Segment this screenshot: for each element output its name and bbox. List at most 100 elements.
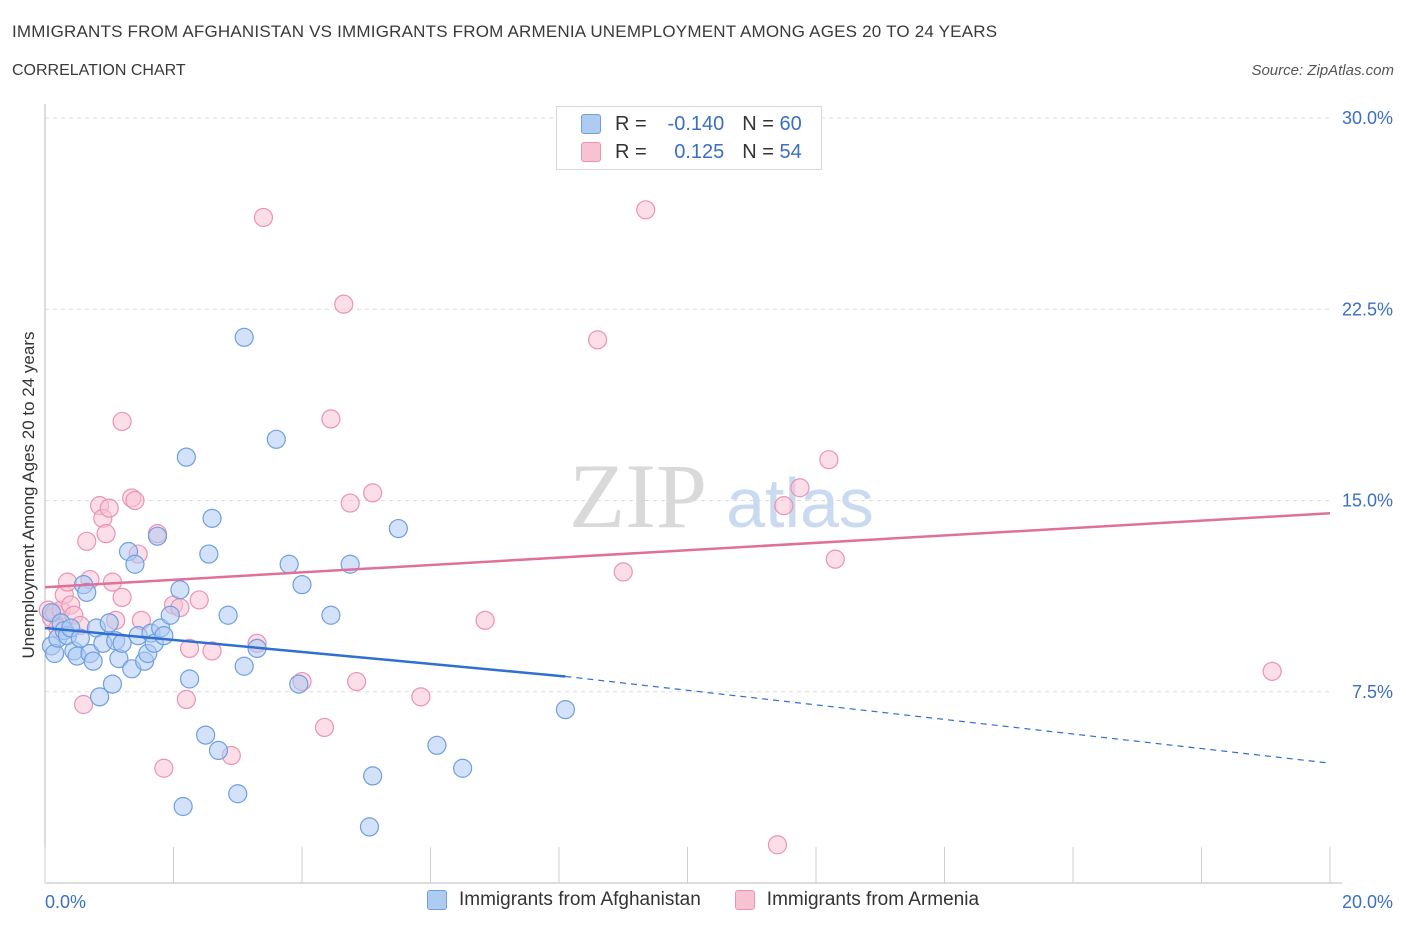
armenia-point: [340, 493, 360, 513]
afghanistan-point: [125, 554, 145, 574]
chart-title: IMMIGRANTS FROM AFGHANISTAN VS IMMIGRANT…: [12, 22, 998, 41]
armenia-point: [825, 549, 845, 569]
watermark: ZIP atlas: [569, 445, 874, 547]
y-axis-label: Unemployment Among Ages 20 to 24 years: [19, 332, 38, 659]
afghanistan-point: [199, 544, 219, 564]
afghanistan-point: [173, 796, 193, 817]
armenia-point: [125, 490, 145, 511]
afghanistan-point: [234, 656, 254, 676]
legend-n-label: N =: [742, 112, 774, 135]
legend-n-label: N =: [742, 140, 774, 163]
afghanistan-point: [102, 674, 123, 694]
tick-labels: 7.5% 15.0% 22.5% 30.0% 0.0% 20.0%: [45, 108, 1393, 912]
legend-r-label: R =: [615, 112, 647, 135]
afghanistan-point: [196, 725, 216, 745]
axes: [44, 104, 1342, 884]
armenia-point: [767, 835, 788, 855]
legend-swatch-blue: [581, 114, 601, 134]
afghanistan-point: [154, 626, 174, 646]
armenia-point: [363, 483, 383, 503]
legend-label-armenia: Immigrants from Armenia: [766, 889, 980, 910]
afghanistan-point: [90, 687, 110, 707]
afghanistan-point: [289, 674, 309, 694]
armenia-point: [57, 572, 78, 592]
afghanistan-point: [228, 784, 248, 804]
afghanistan-point: [266, 429, 286, 449]
legend-row-armenia: R = 0.125 N = 54: [581, 139, 802, 165]
afghanistan-point: [179, 669, 200, 689]
armenia-point: [202, 641, 222, 661]
afghanistan-point: [279, 554, 299, 574]
armenia-point: [587, 330, 608, 350]
armenia-point: [1262, 661, 1282, 681]
afghanistan-point: [427, 735, 447, 755]
armenia-point: [475, 610, 495, 630]
afghanistan-point: [453, 758, 473, 778]
x-tick-label-min: 0.0%: [45, 892, 86, 912]
armenia-point: [636, 200, 656, 220]
armenia-point: [77, 531, 97, 551]
legend-swatch-pink: [581, 142, 601, 162]
afghanistan-point: [234, 327, 254, 347]
legend-item-armenia[interactable]: Immigrants from Armenia: [734, 889, 980, 911]
afghanistan-point: [321, 605, 341, 625]
legend-r-value-armenia: 0.125: [674, 140, 725, 163]
afghanistan-point: [99, 613, 119, 633]
legend-swatch-armenia: [734, 890, 755, 910]
afghanistan-point: [359, 817, 380, 837]
armenia-point: [179, 638, 200, 659]
chart-subtitle: CORRELATION CHART: [12, 62, 186, 79]
afghanistan-point: [388, 518, 408, 539]
afghanistan-point: [363, 766, 383, 786]
armenia-point: [321, 409, 341, 429]
armenia-point: [189, 590, 209, 610]
trend-line-armenia: [44, 512, 1331, 589]
armenia-point: [314, 717, 335, 738]
afghanistan-point: [170, 580, 190, 600]
afghanistan-point: [176, 447, 196, 467]
armenia-point: [334, 294, 354, 314]
armenia-point: [819, 450, 839, 470]
afghanistan-point: [70, 628, 90, 648]
armenia-point: [112, 411, 132, 432]
afghanistan-point: [208, 740, 229, 761]
series-legend: Immigrants from Afghanistan Immigrants f…: [0, 889, 1406, 911]
y-tick-label: 7.5%: [1352, 682, 1393, 702]
afghanistan-point: [160, 605, 180, 625]
armenia-point: [154, 758, 174, 778]
armenia-point: [253, 207, 274, 228]
watermark-zip: ZIP: [569, 445, 707, 547]
armenia-point: [411, 687, 431, 707]
y-tick-label: 15.0%: [1342, 491, 1393, 511]
armenia-point: [96, 524, 116, 544]
afghanistan-point: [147, 526, 168, 546]
armenia-point: [613, 562, 633, 582]
trend-line-afghanistan-extrapolated: [565, 675, 1331, 764]
source-label: Source: ZipAtlas.com: [1251, 62, 1394, 79]
y-tick-label: 30.0%: [1342, 108, 1393, 128]
legend-n-value-afghanistan: 60: [779, 112, 802, 135]
afghanistan-point: [292, 575, 312, 595]
armenia-point: [774, 496, 794, 516]
legend-item-afghanistan[interactable]: Immigrants from Afghanistan: [426, 889, 701, 911]
legend-swatch-afghanistan: [426, 890, 447, 910]
armenia-point: [99, 498, 119, 518]
afghanistan-point: [202, 508, 222, 528]
y-tick-label: 22.5%: [1342, 299, 1393, 319]
stats-legend: R = -0.140 N = 60 R = 0.125 N = 54: [556, 106, 822, 170]
legend-row-afghanistan: R = -0.140 N = 60: [581, 111, 802, 137]
afghanistan-point: [555, 699, 576, 720]
armenia-point: [112, 587, 132, 608]
armenia-point: [176, 689, 196, 710]
trend-line-afghanistan: [44, 626, 566, 678]
legend-r-value-afghanistan: -0.140: [667, 112, 725, 135]
legend-n-value-armenia: 54: [779, 140, 802, 163]
afghanistan-point: [83, 651, 103, 671]
armenia-point: [73, 694, 94, 715]
armenia-point: [347, 671, 367, 692]
x-tick-label-max: 20.0%: [1342, 892, 1393, 912]
armenia-point: [790, 478, 810, 498]
legend-label-afghanistan: Immigrants from Afghanistan: [458, 889, 701, 910]
legend-r-label: R =: [615, 140, 647, 163]
